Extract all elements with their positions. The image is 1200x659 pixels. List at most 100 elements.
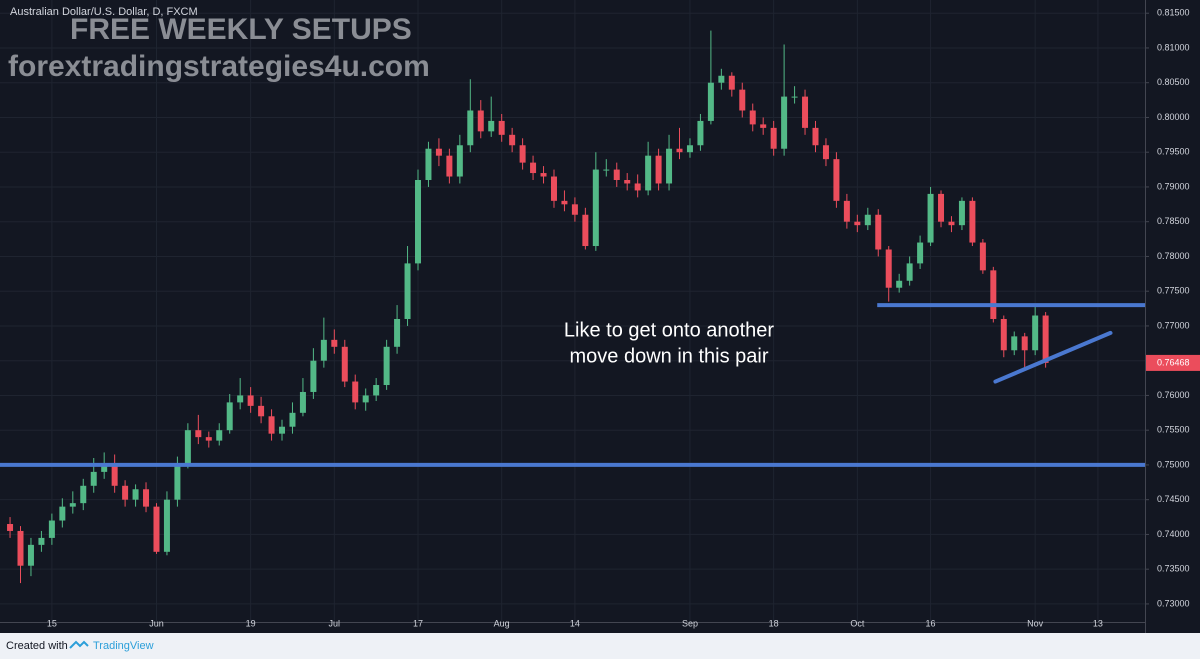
candle-body bbox=[1000, 318, 1007, 351]
x-tick-label: Nov bbox=[1027, 618, 1044, 628]
candle-body bbox=[467, 110, 474, 146]
candle-body bbox=[195, 430, 202, 438]
candle-body bbox=[561, 200, 568, 205]
candle-body bbox=[404, 263, 411, 319]
candle-body bbox=[938, 193, 945, 222]
candles bbox=[7, 30, 1049, 584]
candle-body bbox=[1032, 315, 1039, 351]
annotation: Like to get onto another bbox=[564, 319, 774, 341]
candle-body bbox=[435, 148, 442, 156]
candle-body bbox=[394, 318, 401, 347]
x-tick-label: Oct bbox=[850, 618, 865, 628]
candle-body bbox=[990, 270, 997, 319]
y-tick-label: 0.76000 bbox=[1157, 390, 1190, 400]
candle-body bbox=[498, 120, 505, 135]
candle-body bbox=[613, 169, 620, 180]
candle-body bbox=[571, 204, 578, 215]
candle-body bbox=[749, 110, 756, 125]
candle-body bbox=[760, 124, 767, 128]
labels: 0.73000 0.73500 0.74000 0.74500 0.75000 0.755… bbox=[47, 8, 1200, 628]
candle-body bbox=[969, 200, 976, 243]
footer-brand[interactable]: TradingView bbox=[93, 640, 154, 652]
x-tick-label: Jul bbox=[329, 618, 341, 628]
annotation: move down in this pair bbox=[570, 345, 769, 367]
candle-body bbox=[383, 346, 390, 386]
candle-body bbox=[174, 464, 181, 500]
y-tick-label: 0.79500 bbox=[1157, 147, 1190, 157]
candle-body bbox=[216, 430, 223, 441]
y-tick-label: 0.81000 bbox=[1157, 42, 1190, 52]
x-tick-label: Jun bbox=[149, 618, 164, 628]
candle-body bbox=[1021, 336, 1028, 351]
candle-body bbox=[456, 145, 463, 177]
watermark-site: forextradingstrategies4u.com bbox=[8, 50, 430, 83]
candle-body bbox=[802, 96, 809, 128]
candle-body bbox=[906, 263, 913, 281]
x-tick-label: 15 bbox=[47, 618, 57, 628]
candle-body bbox=[833, 159, 840, 201]
candle-body bbox=[781, 96, 788, 149]
candle-body bbox=[279, 426, 286, 434]
candle-body bbox=[258, 405, 265, 417]
candle-body bbox=[38, 537, 45, 545]
candle-body bbox=[80, 485, 87, 504]
x-tick-label: 18 bbox=[769, 618, 779, 628]
drawings bbox=[0, 303, 1145, 467]
watermark-title: FREE WEEKLY SETUPS bbox=[70, 13, 412, 46]
y-tick-label: 0.75000 bbox=[1157, 459, 1190, 469]
y-tick-label: 0.79000 bbox=[1157, 181, 1190, 191]
x-tick-label: 16 bbox=[926, 618, 936, 628]
candle-body bbox=[540, 173, 547, 177]
candle-body bbox=[728, 75, 735, 90]
candle-body bbox=[718, 75, 725, 83]
candle-body bbox=[655, 155, 662, 184]
candle-body bbox=[226, 402, 233, 431]
candle-body bbox=[59, 506, 66, 521]
candle-body bbox=[122, 485, 129, 500]
candle-body bbox=[592, 169, 599, 247]
trend-line bbox=[993, 330, 1113, 384]
candle-body bbox=[676, 148, 683, 153]
candle-body bbox=[425, 148, 432, 180]
candle-body bbox=[101, 464, 108, 472]
candle-body bbox=[163, 499, 170, 552]
candle-body bbox=[739, 89, 746, 111]
candle-body bbox=[812, 127, 819, 146]
candle-body bbox=[770, 127, 777, 149]
candle-body bbox=[822, 145, 829, 160]
x-tick-label: Aug bbox=[494, 618, 510, 628]
y-tick-label: 0.81500 bbox=[1157, 8, 1190, 18]
y-tick-label: 0.75500 bbox=[1157, 425, 1190, 435]
candle-body bbox=[843, 200, 850, 222]
candle-body bbox=[686, 145, 693, 153]
candle-body bbox=[331, 339, 338, 347]
chart-title: Australian Dollar/U.S. Dollar, D, FXCM bbox=[10, 6, 198, 18]
candle-body bbox=[153, 506, 160, 552]
candle-body bbox=[414, 179, 421, 264]
background bbox=[0, 0, 1200, 633]
candle-body bbox=[362, 395, 369, 403]
candle-body bbox=[268, 416, 275, 434]
y-tick-label: 0.78500 bbox=[1157, 216, 1190, 226]
last-price-box bbox=[1146, 354, 1200, 371]
candle-body bbox=[948, 221, 955, 226]
candle-body bbox=[477, 110, 484, 132]
candle-body bbox=[237, 395, 244, 403]
y-tick-label: 0.80000 bbox=[1157, 112, 1190, 122]
candle-body bbox=[519, 145, 526, 163]
candle-body bbox=[707, 82, 714, 121]
y-tick-label: 0.78000 bbox=[1157, 251, 1190, 261]
candle-body bbox=[1042, 315, 1049, 363]
candle-body bbox=[645, 155, 652, 191]
candle-body bbox=[979, 242, 986, 271]
x-tick-label: 13 bbox=[1093, 618, 1103, 628]
y-tick-label: 0.77500 bbox=[1157, 286, 1190, 296]
candle-body bbox=[958, 200, 965, 226]
candle-body bbox=[373, 385, 380, 396]
candle-body bbox=[184, 430, 191, 465]
candle-body bbox=[143, 489, 150, 507]
candle-body bbox=[69, 503, 76, 507]
candle-body bbox=[697, 120, 704, 146]
candle-body bbox=[132, 489, 139, 500]
